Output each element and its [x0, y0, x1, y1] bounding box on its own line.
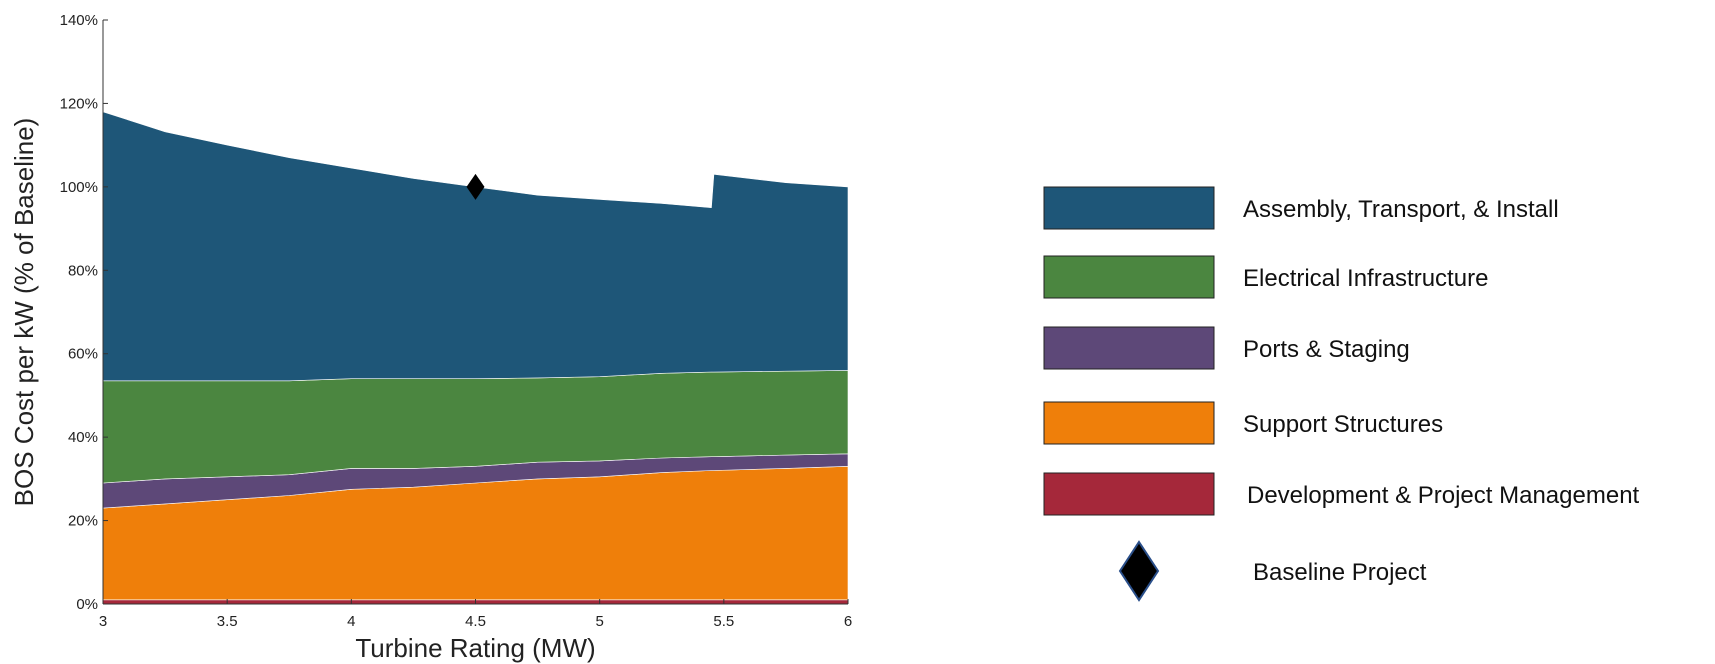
y-axis-title: BOS Cost per kW (% of Baseline): [9, 118, 39, 507]
legend: Assembly, Transport, & Install Electrical…: [1043, 186, 1640, 602]
y-tick-label: 40%: [68, 429, 98, 446]
legend-swatch: [1043, 472, 1215, 516]
legend-swatch: [1043, 255, 1215, 299]
x-tick-label: 5.5: [713, 613, 734, 630]
legend-label: Assembly, Transport, & Install: [1243, 196, 1559, 223]
area-series-4: [102, 111, 849, 382]
x-tick-label: 4: [347, 613, 355, 630]
y-tick-label: 20%: [68, 513, 98, 530]
y-tick-label: 140%: [60, 12, 98, 29]
baseline-project-marker: [466, 173, 485, 200]
legend-label: Ports & Staging: [1243, 336, 1410, 363]
x-tick-label: 5: [595, 613, 603, 630]
y-tick-label: 80%: [68, 262, 98, 279]
plot-markers: [466, 173, 485, 200]
legend-swatch: [1043, 186, 1215, 230]
axes: 0% 20% 40% 60% 80% 100% 120% 140% 3 3.5 4 4.5 5 5.5 6: [60, 12, 853, 630]
plot-areas: [102, 111, 849, 605]
y-tick-label: 0%: [76, 596, 98, 613]
x-tick-label: 4.5: [465, 613, 486, 630]
legend-label: Electrical Infrastructure: [1243, 265, 1488, 292]
legend-label: Development & Project Management: [1247, 482, 1640, 509]
legend-swatch: [1043, 326, 1215, 370]
legend-diamond-icon: [1118, 540, 1160, 602]
legend-swatch: [1043, 401, 1215, 445]
x-tick-label: 3.5: [217, 613, 238, 630]
y-tick-label: 120%: [60, 95, 98, 112]
legend-label: Baseline Project: [1253, 559, 1427, 586]
x-tick-label: 6: [844, 613, 852, 630]
x-tick-label: 3: [99, 613, 107, 630]
x-axis-title: Turbine Rating (MW): [355, 633, 595, 663]
legend-label: Support Structures: [1243, 411, 1443, 438]
y-tick-label: 60%: [68, 346, 98, 363]
y-tick-label: 100%: [60, 179, 98, 196]
